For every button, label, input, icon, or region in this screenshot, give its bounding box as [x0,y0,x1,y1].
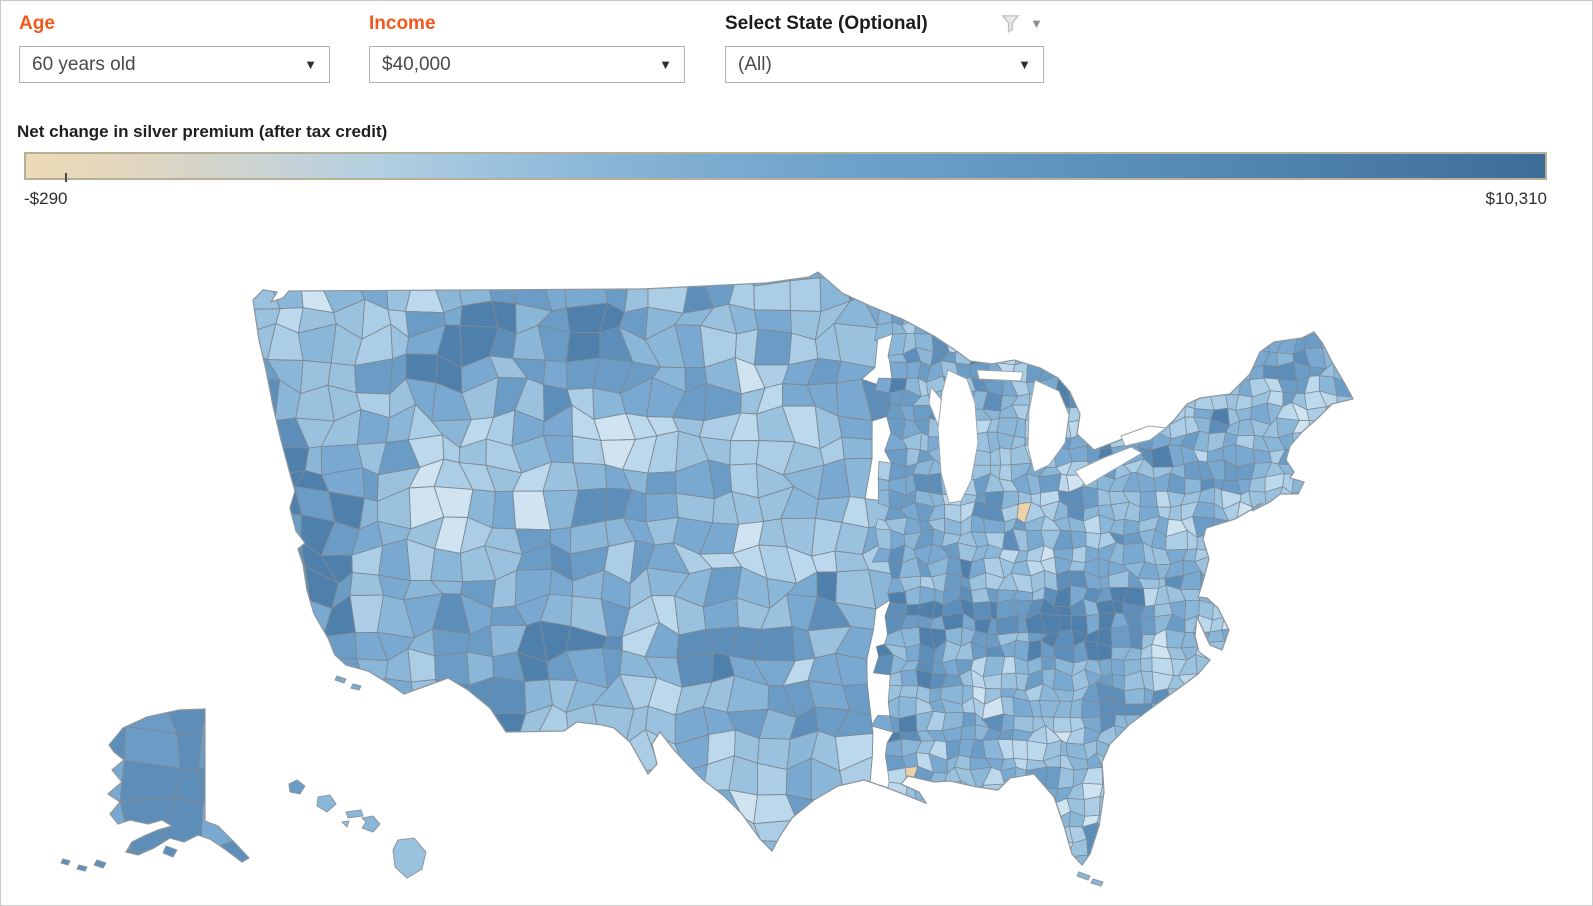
legend-max-label: $10,310 [1485,189,1547,208]
state-filter-dropdown[interactable]: (All) ▼ [725,46,1044,83]
chevron-down-icon: ▼ [659,57,672,72]
legend-gradient-bar [24,152,1547,180]
age-filter-label: Age [19,13,55,34]
chevron-down-icon: ▼ [304,57,317,72]
legend-tick [65,173,67,182]
state-filter-controls: ▼ [1001,14,1043,33]
legend-min-label: -$290 [24,189,68,208]
income-filter-dropdown[interactable]: $40,000 ▼ [369,46,685,83]
income-filter-value: $40,000 [382,53,451,75]
chevron-down-icon: ▼ [1018,57,1031,72]
legend-menu-caret-icon[interactable]: ▼ [1030,16,1043,31]
age-filter-dropdown[interactable]: 60 years old ▼ [19,46,330,83]
state-filter-label: Select State (Optional) [725,13,928,34]
filter-funnel-icon[interactable] [1001,14,1020,33]
state-filter-value: (All) [738,53,772,75]
income-filter-label: Income [369,13,436,34]
legend-title: Net change in silver premium (after tax … [17,122,388,141]
age-filter-value: 60 years old [32,53,136,75]
